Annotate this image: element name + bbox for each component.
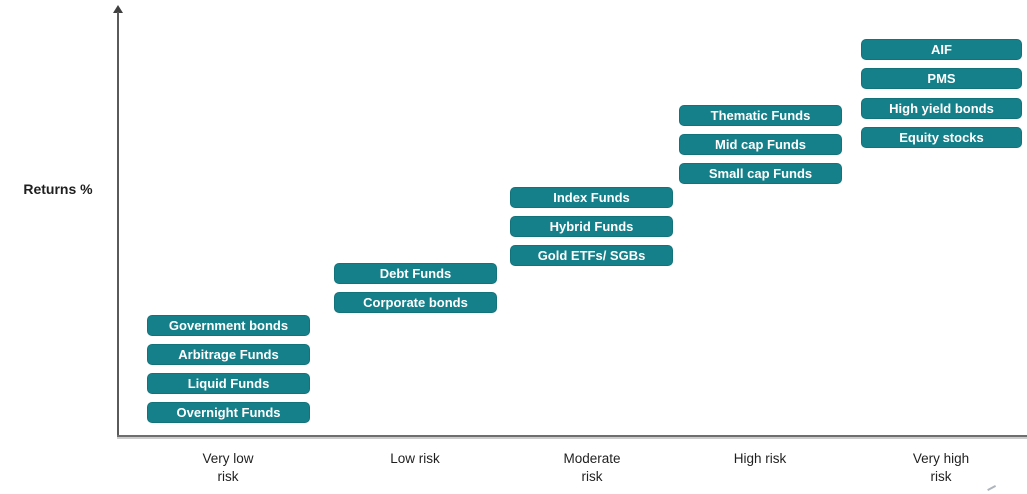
fund-box: Small cap Funds [679,163,842,184]
fund-box: Mid cap Funds [679,134,842,155]
y-axis [117,12,119,437]
x-category-label: Very high risk [912,451,970,484]
fund-box: High yield bonds [861,98,1022,119]
fund-box: Government bonds [147,315,310,336]
fund-box: Equity stocks [861,127,1022,148]
x-axis [117,435,1027,437]
fund-box: Debt Funds [334,263,497,284]
fund-box: PMS [861,68,1022,89]
fund-box: Overnight Funds [147,402,310,423]
y-axis-arrowhead-icon [113,5,123,13]
fund-box: Thematic Funds [679,105,842,126]
y-axis-label: Returns % [23,181,93,197]
x-category-label: Very low risk [202,451,254,484]
fund-box: Gold ETFs/ SGBs [510,245,673,266]
fund-box: Corporate bonds [334,292,497,313]
fund-box: Liquid Funds [147,373,310,394]
fund-box: AIF [861,39,1022,60]
fund-box: Index Funds [510,187,673,208]
x-category-label: Low risk [390,451,440,466]
x-category-label: High risk [733,451,787,466]
fund-box: Arbitrage Funds [147,344,310,365]
fund-box: Hybrid Funds [510,216,673,237]
x-category-label: Moderate risk [563,451,621,484]
